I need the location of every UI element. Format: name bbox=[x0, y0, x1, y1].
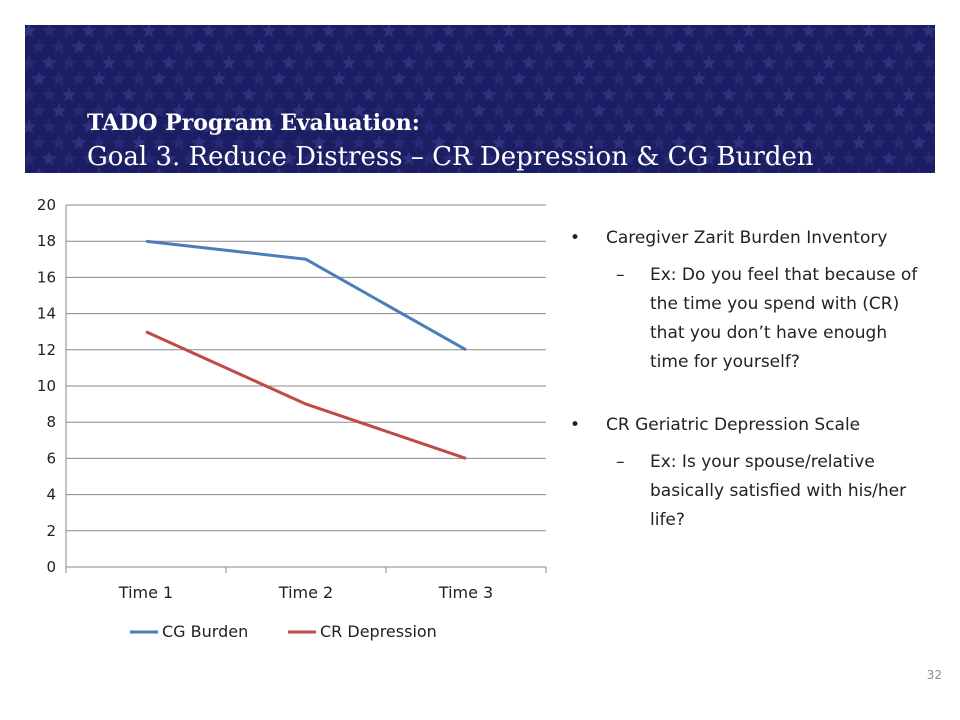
legend-label: CG Burden bbox=[162, 622, 248, 641]
sub-bullet-mark: – bbox=[616, 452, 625, 472]
bullet-item-zarit: • Caregiver Zarit Burden Inventory bbox=[570, 224, 920, 253]
y-tick-label: 0 bbox=[46, 558, 56, 576]
sub-bullet-text: Ex: Is your spouse/relative basically sa… bbox=[650, 452, 907, 530]
sub-bullet-mark: – bbox=[616, 265, 625, 285]
slide-number: 32 bbox=[926, 668, 942, 682]
y-tick-label: 14 bbox=[37, 305, 56, 323]
x-tick-label: Time 2 bbox=[278, 583, 333, 602]
bullet-list: • Caregiver Zarit Burden Inventory – Ex:… bbox=[570, 224, 920, 535]
slide-title-line-1: TADO Program Evaluation: bbox=[87, 110, 420, 136]
star-pattern-background bbox=[25, 25, 935, 173]
bullet-text: Caregiver Zarit Burden Inventory bbox=[606, 228, 888, 248]
sub-bullet-zarit-example: – Ex: Do you feel that because of the ti… bbox=[570, 261, 920, 377]
slide-title: TADO Program Evaluation: Goal 3. Reduce D… bbox=[87, 109, 895, 173]
sub-bullet-text: Ex: Do you feel that because of the time… bbox=[650, 265, 918, 372]
series-line-cg-burden bbox=[145, 239, 467, 352]
legend-label: CR Depression bbox=[320, 622, 437, 641]
bullet-text: CR Geriatric Depression Scale bbox=[606, 415, 861, 435]
y-tick-label: 12 bbox=[37, 341, 56, 359]
y-tick-label: 8 bbox=[46, 413, 56, 431]
y-tick-label: 6 bbox=[46, 449, 56, 467]
line-chart: 0 2 4 6 8 10 12 14 16 18 20 Time 1 Time 2 Time 3 CG Bu… bbox=[37, 196, 547, 641]
sub-bullet-gds-example: – Ex: Is your spouse/relative basically … bbox=[570, 448, 920, 535]
series-line-cr-depression bbox=[145, 330, 467, 460]
y-tick-label: 10 bbox=[37, 377, 56, 395]
title-banner: TADO Program Evaluation: Goal 3. Reduce D… bbox=[25, 25, 935, 173]
x-tick-label: Time 1 bbox=[118, 583, 173, 602]
y-tick-label: 18 bbox=[37, 232, 56, 250]
y-tick-label: 20 bbox=[37, 196, 56, 214]
x-tick-label: Time 3 bbox=[438, 583, 493, 602]
y-tick-label: 16 bbox=[37, 268, 56, 286]
bullet-mark: • bbox=[570, 228, 581, 248]
y-tick-label: 2 bbox=[46, 522, 56, 540]
bullet-mark: • bbox=[570, 415, 581, 435]
slide-title-line-2: Goal 3. Reduce Distress – CR Depression … bbox=[87, 142, 814, 172]
y-tick-label: 4 bbox=[46, 486, 56, 504]
bullet-item-gds: • CR Geriatric Depression Scale bbox=[570, 411, 920, 440]
